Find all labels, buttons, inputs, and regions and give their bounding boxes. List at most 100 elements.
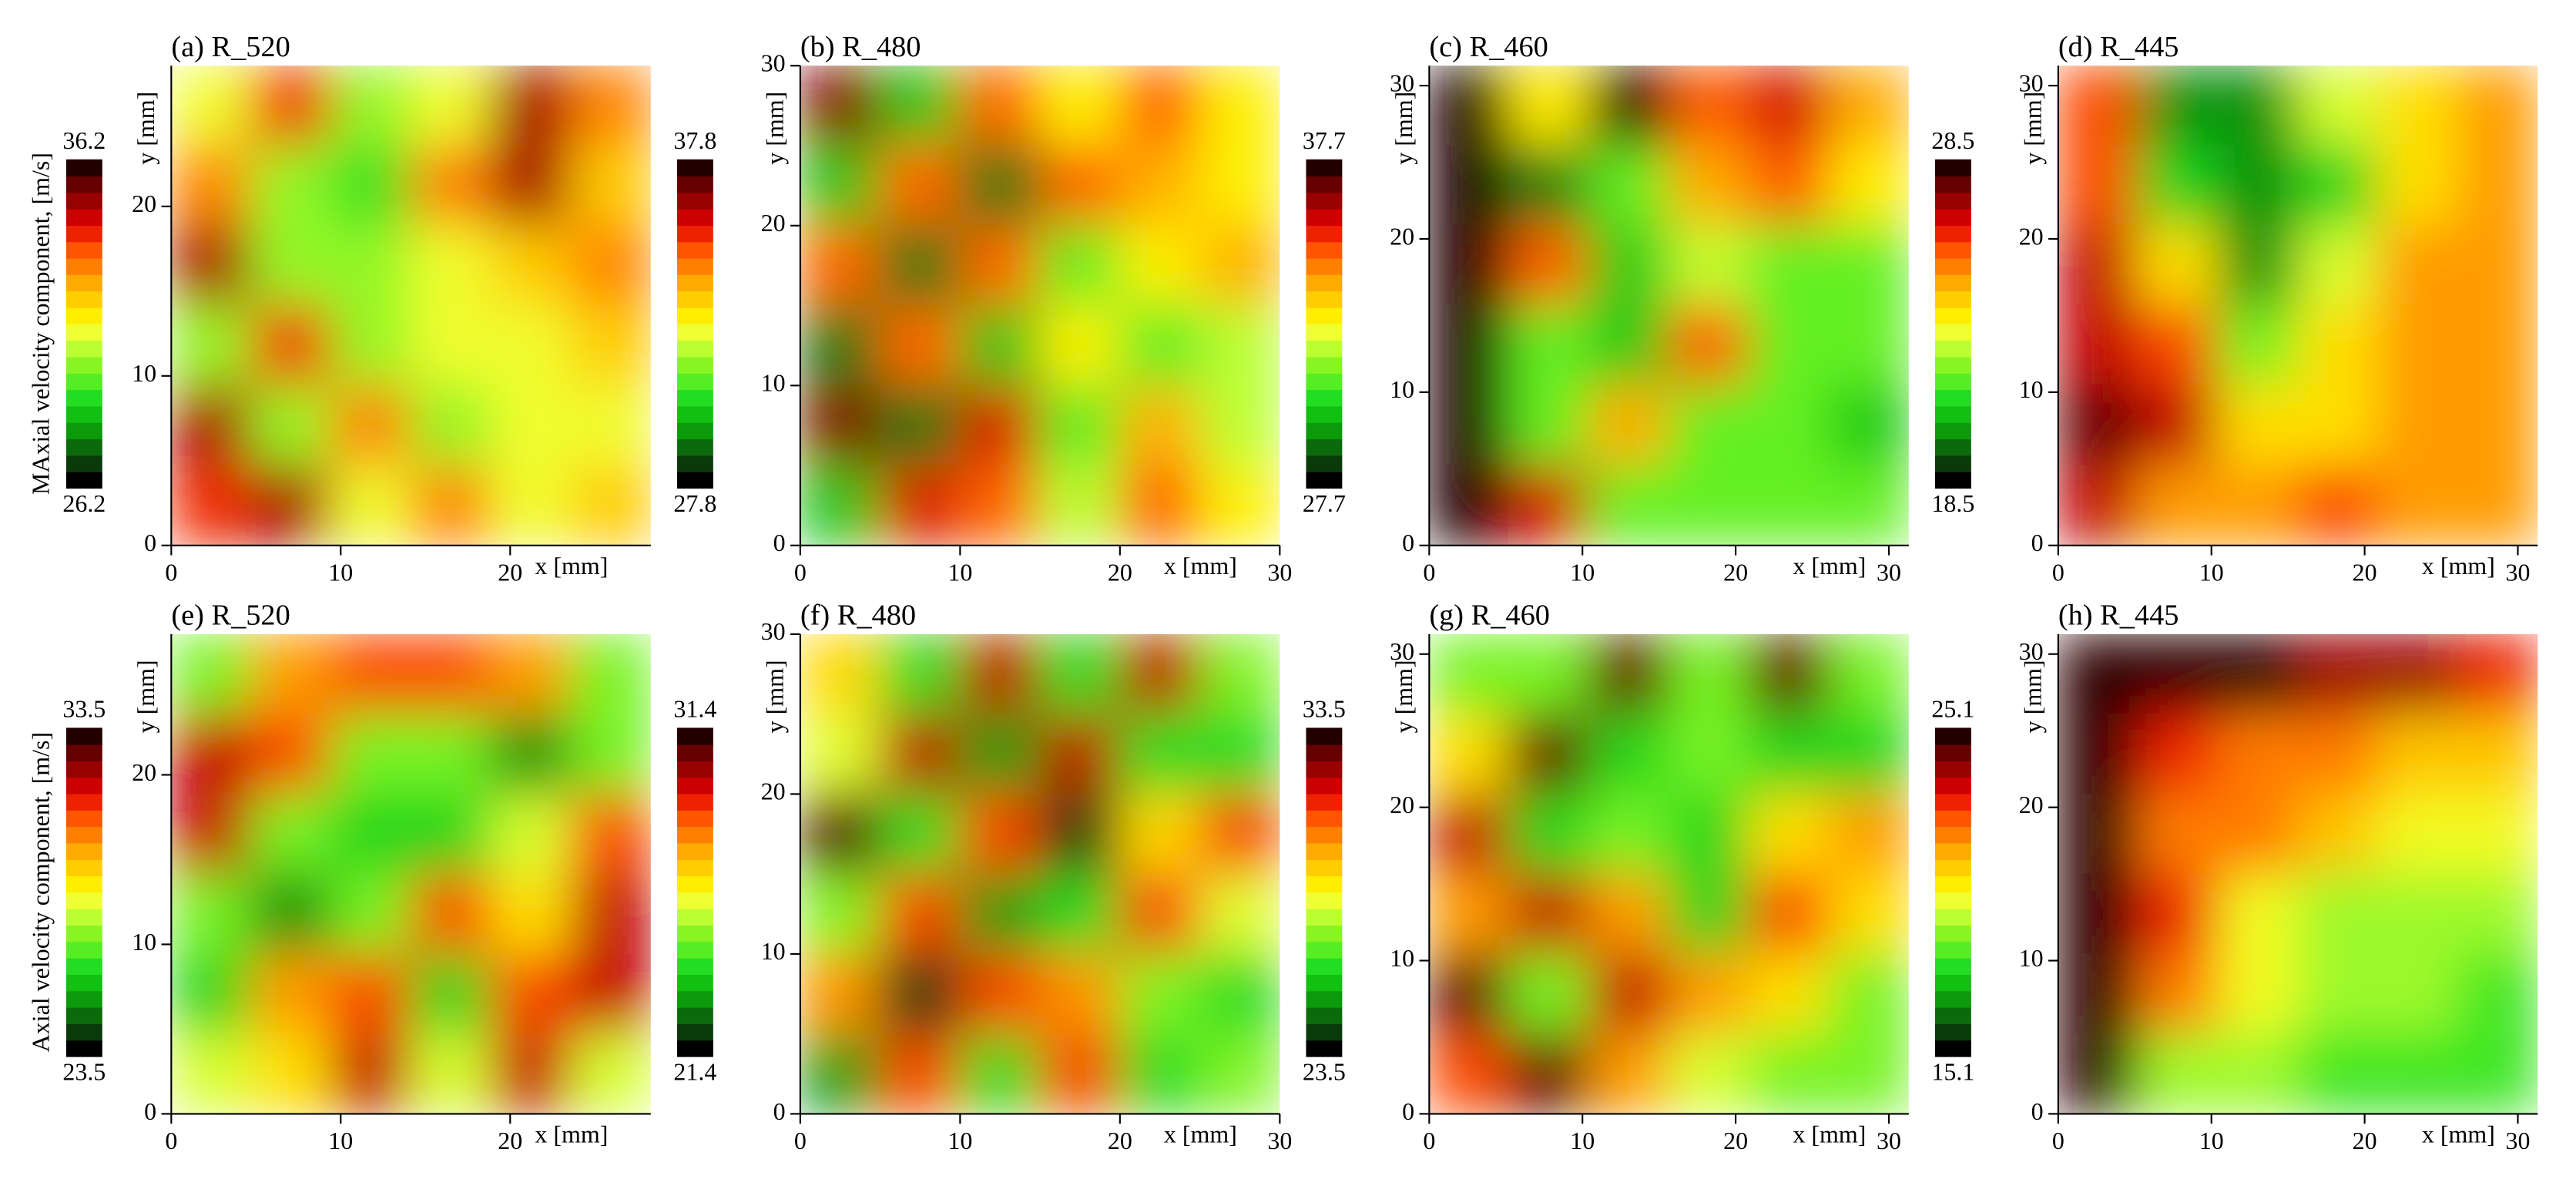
heatmap-cell <box>959 464 1041 546</box>
heatmap-cell <box>1588 1033 1670 1114</box>
heatmap-cell <box>2297 873 2379 955</box>
colorbar-min: 21.4 <box>673 1059 716 1086</box>
heatmap-cell <box>2217 1033 2299 1114</box>
colorbar-swatch <box>65 372 102 391</box>
colorbar-swatch <box>676 842 713 860</box>
heatmap-cell <box>171 144 253 227</box>
heatmap-cell <box>2457 144 2538 227</box>
colorbar-swatch <box>1934 159 1971 176</box>
heatmap-cell <box>1508 144 1590 227</box>
colorbar-swatch <box>65 727 102 745</box>
heatmap <box>171 66 651 546</box>
heatmap-cell <box>2376 713 2459 795</box>
heatmap-cell <box>959 952 1041 1035</box>
colorbar-swatch <box>1934 1040 1971 1057</box>
heatmap-cell <box>800 713 881 795</box>
heatmap-cell <box>410 952 492 1035</box>
heatmap-cell <box>330 713 412 795</box>
heatmap-cell <box>2217 66 2299 147</box>
heatmap-cell <box>250 224 332 307</box>
heatmap-cell <box>410 144 492 227</box>
heatmap-cell <box>1748 713 1830 795</box>
colorbar-swatch <box>676 744 713 761</box>
heatmap-cell <box>879 304 961 387</box>
y-tick-label: 30 <box>1390 69 1414 96</box>
x-tick-label: 0 <box>2052 559 2064 586</box>
heatmap-cell <box>2058 793 2139 875</box>
heatmap-cell <box>2217 304 2299 387</box>
heatmap-cell <box>879 224 961 307</box>
heatmap-cell <box>1668 66 1750 147</box>
colorbar-swatch <box>65 858 102 877</box>
y-tick-label: 20 <box>1390 791 1414 818</box>
colorbar-swatch <box>1934 974 1971 992</box>
x-tick-label: 20 <box>1108 1127 1132 1154</box>
heatmap-cells <box>171 66 651 546</box>
colorbar-swatch <box>1934 405 1971 423</box>
heatmap-cell <box>2457 224 2538 307</box>
colorbar-swatch <box>65 176 102 193</box>
y-tick-label: 10 <box>2019 945 2044 972</box>
y-tick-label: 10 <box>1390 376 1414 403</box>
heatmap-cell <box>2457 873 2538 955</box>
colorbar-swatch <box>1934 323 1971 341</box>
x-axis-label: x [mm] <box>2422 1121 2495 1148</box>
heatmap-cell <box>490 304 572 387</box>
heatmap-cell <box>959 66 1041 147</box>
heatmap-cell <box>959 873 1041 955</box>
heatmap-cell <box>1119 873 1201 955</box>
heatmap-cells <box>2058 66 2538 546</box>
heatmap-cell <box>1828 873 1909 955</box>
heatmap <box>2058 633 2538 1114</box>
heatmap-cell <box>490 66 572 147</box>
heatmap-cell <box>800 304 881 387</box>
heatmap-cell <box>2058 144 2139 227</box>
colorbar-max: 33.5 <box>62 695 106 722</box>
y-tick-label: 10 <box>1390 945 1414 972</box>
colorbar-min: 23.5 <box>1303 1059 1346 1086</box>
heatmap-cell <box>1199 1033 1280 1114</box>
colorbar-swatch <box>65 192 102 210</box>
y-axis-label: y [mm] <box>761 92 788 165</box>
heatmap-cell <box>2137 1033 2219 1114</box>
x-tick-label: 20 <box>1723 1127 1748 1154</box>
heatmap-cell <box>1668 224 1750 307</box>
heatmap-cell <box>171 1033 253 1114</box>
x-axis-label: x [mm] <box>1164 553 1237 580</box>
colorbar-swatch <box>1934 941 1971 959</box>
heatmap-cell <box>1588 224 1670 307</box>
heatmap-cell <box>1508 873 1590 955</box>
colorbar-swatch <box>676 323 713 341</box>
heatmap-cell <box>2217 873 2299 955</box>
colorbar-swatch <box>676 761 713 778</box>
heatmap-cell <box>959 385 1041 467</box>
colorbar-swatch <box>676 793 713 811</box>
colorbar-swatch <box>1934 727 1971 745</box>
heatmap-cell <box>490 464 572 546</box>
heatmap-cell <box>570 713 651 795</box>
heatmap-cell <box>1199 304 1280 387</box>
heatmap-cells <box>2058 633 2538 1114</box>
heatmap-cell <box>1199 952 1280 1035</box>
x-tick-label: 10 <box>1570 559 1595 586</box>
x-axis-label: x [mm] <box>2422 553 2495 580</box>
heatmap-cell <box>800 793 881 875</box>
colorbar-swatch <box>65 356 102 374</box>
x-tick-label: 20 <box>2353 559 2377 586</box>
colorbar-swatch <box>65 159 102 176</box>
heatmap-cells <box>800 66 1280 546</box>
colorbar-swatch <box>1934 471 1971 489</box>
colorbar-swatch <box>1306 257 1343 275</box>
heatmap-cell <box>1119 66 1201 147</box>
colorbar-swatch <box>1934 176 1971 193</box>
colorbar-swatch <box>1934 777 1971 795</box>
heatmap-cell <box>250 952 332 1035</box>
colorbar-swatch <box>676 858 713 877</box>
heatmap-cell <box>1668 385 1750 467</box>
heatmap-cell <box>1668 1033 1750 1114</box>
y-tick-label: 30 <box>1390 638 1414 665</box>
colorbar-min: 23.5 <box>62 1059 106 1086</box>
colorbar-swatch <box>1934 291 1971 308</box>
heatmap-cell <box>1828 144 1909 227</box>
heatmap-cell <box>1668 144 1750 227</box>
